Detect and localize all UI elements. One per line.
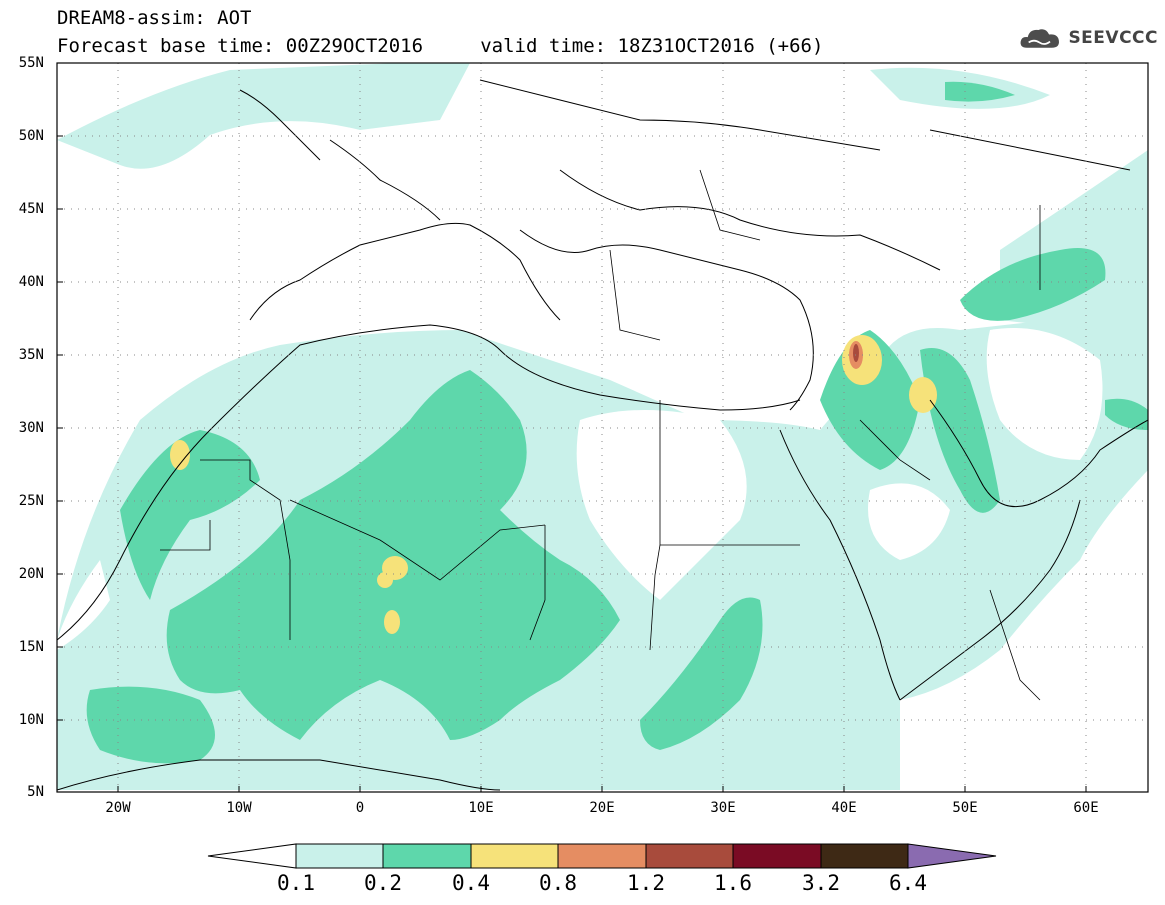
colorbar-segment <box>820 843 909 869</box>
colorbar-label: 0.4 <box>452 871 490 895</box>
lat-label: 15N <box>18 639 44 655</box>
lat-label: 20N <box>18 566 44 582</box>
lon-label: 20W <box>105 800 131 816</box>
colorbar-segment <box>557 843 647 869</box>
graticule <box>57 63 1148 792</box>
colorbar-low-arrow <box>207 843 297 869</box>
colorbar-label: 3.2 <box>802 871 840 895</box>
lon-label: 10W <box>226 800 252 816</box>
seevccc-logo: SEEVCCC <box>1018 20 1158 56</box>
axis-ticks <box>57 135 1087 792</box>
lat-label: 50N <box>18 128 44 144</box>
colorbar-segment <box>382 843 472 869</box>
lon-label: 40E <box>831 800 857 816</box>
logo-text: SEEVCCC <box>1068 28 1158 48</box>
lon-label: 10E <box>468 800 494 816</box>
lon-label: 20E <box>589 800 615 816</box>
lon-label: 50E <box>952 800 978 816</box>
lat-label: 10N <box>18 712 44 728</box>
lat-label: 55N <box>18 55 44 71</box>
cloud-icon <box>1020 29 1059 48</box>
colorbar <box>207 843 997 869</box>
aot-map <box>56 62 1149 793</box>
colorbar-segment <box>645 843 734 869</box>
lon-label: 60E <box>1073 800 1099 816</box>
aot-holes <box>57 328 1103 650</box>
lon-label: 30E <box>710 800 736 816</box>
map-title: DREAM8-assim: AOT <box>57 7 252 29</box>
forecast-times: Forecast base time: 00Z29OCT2016 valid t… <box>57 35 824 57</box>
colorbar-label: 1.6 <box>714 871 752 895</box>
lat-label: 25N <box>18 493 44 509</box>
colorbar-label: 0.2 <box>364 871 402 895</box>
lon-label: 0 <box>355 800 365 816</box>
colorbar-label: 6.4 <box>889 871 927 895</box>
colorbar-high-arrow <box>907 843 997 869</box>
colorbar-segment <box>732 843 822 869</box>
lat-label: 40N <box>18 274 44 290</box>
lat-label: 35N <box>18 347 44 363</box>
colorbar-segment <box>295 843 384 869</box>
lat-label: 45N <box>18 201 44 217</box>
lat-label: 30N <box>18 420 44 436</box>
colorbar-label: 1.2 <box>627 871 665 895</box>
aot-level-peak <box>853 344 859 362</box>
lat-label: 5N <box>27 784 44 800</box>
colorbar-label: 0.1 <box>277 871 315 895</box>
colorbar-label: 0.8 <box>539 871 577 895</box>
aot-level-mid <box>86 81 1148 764</box>
country-borders <box>160 169 1041 701</box>
colorbar-segment <box>470 843 559 869</box>
aot-shading <box>57 63 1148 792</box>
